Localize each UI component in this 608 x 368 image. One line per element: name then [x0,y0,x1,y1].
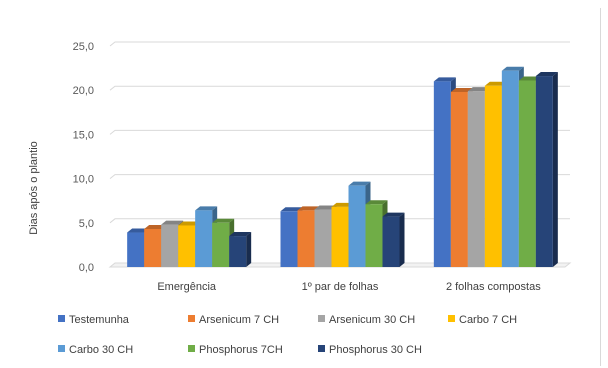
bar-front [229,236,247,267]
legend-swatch [58,345,65,352]
legend-label: Phosphorus 30 CH [329,344,422,356]
gridline [109,41,570,47]
x-tick-label: 2 folhas compostas [446,281,541,293]
legend-label: Testemunha [69,314,130,326]
gridline [109,174,570,179]
bar-front [348,185,366,267]
bar-top [467,87,490,92]
legend-item: Testemunha [58,314,130,326]
bar-top [178,221,201,226]
y-tick-label: 10,0 [73,174,94,186]
legend-swatch [448,315,455,322]
legend-label: Arsenicum 7 CH [199,314,279,326]
bar-front [382,216,400,267]
bar [229,232,252,267]
bar-top [161,220,184,225]
x-tick-label: 1º par de folhas [302,281,379,293]
legend-label: Carbo 30 CH [69,344,133,356]
bar-front [144,228,162,267]
bar-top [331,202,354,207]
bar-side [246,232,252,267]
bar-side [552,72,558,267]
bar-top [297,206,320,211]
bar-top [484,81,507,86]
legend-label: Arsenicum 30 CH [329,314,415,326]
bars [127,66,558,267]
y-axis-ticks: 0,0 5,0 10,0 15,0 20,0 25,0 [73,41,94,274]
legend-item: Carbo 30 CH [58,344,133,356]
legend-swatch [318,345,325,352]
legend-item: Arsenicum 30 CH [318,314,415,326]
bar-front [280,211,298,267]
bar-front [518,80,536,267]
legend-item: Phosphorus 30 CH [318,344,422,356]
bar-top [382,212,405,217]
bar-front [127,232,145,267]
bar-top [144,224,167,229]
gridline [109,85,570,91]
bar [535,72,558,267]
bar-front [314,209,332,267]
legend-swatch [188,345,195,352]
y-tick-label: 25,0 [73,41,94,53]
y-tick-label: 0,0 [79,262,94,274]
bar-top [212,218,235,223]
legend-label: Carbo 7 CH [459,314,517,326]
bar-top [518,76,541,81]
legend-item: Phosphorus 7CH [188,344,283,356]
x-tick-label: Emergência [157,281,217,293]
gridline [109,129,570,135]
bar-top [127,228,150,233]
legend-swatch [318,315,325,322]
bar-front [297,210,315,267]
bar-front [331,206,349,267]
legend-swatch [188,315,195,322]
legend-swatch [58,315,65,322]
x-axis: Emergência 1º par de folhas 2 folhas compo… [157,281,541,293]
y-axis-label: Dias após o plantio [28,141,40,235]
bar-top [535,72,558,77]
gridline [109,218,570,224]
y-tick-label: 20,0 [73,85,94,97]
bar-front [484,85,502,267]
bar-top [195,206,218,211]
bar-front [195,210,213,267]
bar-front [450,91,468,267]
bar-top [229,232,252,237]
bar-top [433,77,456,82]
bar-top [348,181,371,186]
bar-top [314,205,337,210]
bar [382,212,405,267]
legend: Testemunha Arsenicum 7 CH Arsenicum 30 CH C… [58,314,517,356]
y-tick-label: 15,0 [73,129,94,141]
bar-front [433,81,451,267]
bar-top [501,66,524,71]
bar-front [212,222,230,267]
bar-side [399,212,405,267]
bar-front [161,224,179,267]
bar-front [535,76,553,267]
legend-item: Arsenicum 7 CH [188,314,279,326]
bar-front [365,204,383,267]
legend-label: Phosphorus 7CH [199,344,283,356]
bar-top [450,87,473,92]
legend-item: Carbo 7 CH [448,314,517,326]
bar-front [467,91,485,267]
y-tick-label: 5,0 [79,218,94,230]
bar-top [365,200,388,205]
bar-top [280,207,303,212]
bar-front [501,70,519,267]
bar-front [178,225,196,267]
